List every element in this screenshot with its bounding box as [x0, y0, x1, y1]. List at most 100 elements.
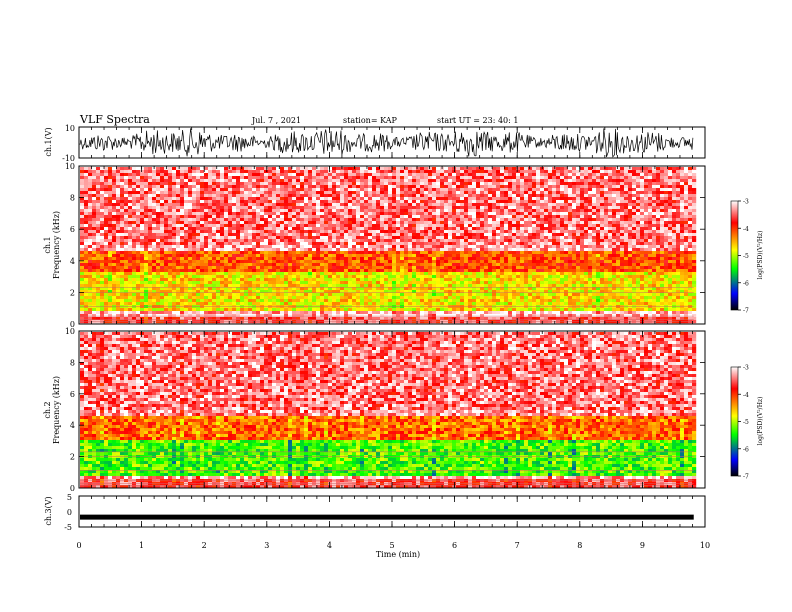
spectrogram-cell	[132, 194, 137, 198]
spectrogram-cell	[348, 212, 353, 216]
spectrogram-cell	[392, 212, 397, 216]
spectrogram-cell	[300, 194, 305, 198]
spectrogram-cell	[216, 254, 221, 258]
spectrogram-cell	[168, 272, 173, 276]
spectrogram-cell	[272, 296, 277, 300]
spectrogram-cell	[192, 170, 197, 174]
spectrogram-cell	[452, 233, 457, 237]
spectrogram-cell	[336, 194, 341, 198]
spectrogram-cell	[292, 221, 297, 225]
spectrogram-cell	[96, 284, 101, 288]
spectrogram-cell	[404, 308, 409, 312]
spectrogram-cell	[428, 200, 433, 204]
spectrogram-cell	[180, 278, 185, 282]
spectrogram-cell	[336, 224, 341, 228]
spectrogram-cell	[120, 311, 125, 315]
spectrogram-cell	[220, 317, 225, 321]
spectrogram-cell	[428, 239, 433, 243]
spectrogram-cell	[284, 311, 289, 315]
spectrogram-cell	[396, 188, 401, 192]
spectrogram-cell	[220, 206, 225, 210]
spectrogram-cell	[292, 281, 297, 285]
spectrogram-cell	[432, 182, 437, 186]
spectrogram-cell	[240, 263, 245, 267]
spectrogram-cell	[116, 206, 121, 210]
spectrogram-cell	[416, 290, 421, 294]
spectrogram-cell	[192, 299, 197, 303]
spectrogram-cell	[336, 218, 341, 222]
spectrogram-cell	[168, 308, 173, 312]
spectrogram-cell	[316, 248, 321, 252]
spectrogram-cell	[340, 191, 345, 195]
spectrogram-cell	[240, 308, 245, 312]
spectrogram-cell	[160, 284, 165, 288]
spectrogram-cell	[92, 203, 97, 207]
spectrogram-cell	[144, 275, 149, 279]
spectrogram-cell	[404, 260, 409, 264]
spectrogram-cell	[124, 176, 129, 180]
spectrogram-cell	[180, 218, 185, 222]
spectrogram-cell	[116, 248, 121, 252]
spectrogram-cell	[388, 317, 393, 321]
spectrogram-cell	[316, 176, 321, 180]
spectrogram-cell	[152, 185, 157, 189]
spectrogram-cell	[196, 179, 201, 183]
spectrogram-cell	[320, 317, 325, 321]
spectrogram-cell	[332, 293, 337, 297]
spectrogram-cell	[452, 317, 457, 321]
spectrogram-cell	[424, 266, 429, 270]
spectrogram-cell	[120, 236, 125, 240]
spectrogram-cell	[432, 212, 437, 216]
spectrogram-cell	[456, 263, 461, 267]
spectrogram-cell	[156, 203, 161, 207]
spectrogram-cell	[316, 254, 321, 258]
spectrogram-cell	[344, 227, 349, 231]
spectrogram-cell	[80, 170, 85, 174]
spectrogram-cell	[92, 260, 97, 264]
spectrogram-cell	[388, 218, 393, 222]
spectrogram-cell	[272, 254, 277, 258]
spectrogram-cell	[372, 176, 377, 180]
spectrogram-cell	[372, 173, 377, 177]
spectrogram-cell	[260, 170, 265, 174]
spectrogram-cell	[132, 215, 137, 219]
spectrogram-cell	[112, 308, 117, 312]
spectrogram-cell	[116, 251, 121, 255]
spectrogram-cell	[180, 206, 185, 210]
spectrogram-cell	[444, 272, 449, 276]
spectrogram-cell	[128, 260, 133, 264]
spectrogram-cell	[304, 215, 309, 219]
spectrogram-cell	[232, 257, 237, 261]
spectrogram-cell	[280, 272, 285, 276]
spectrogram-cell	[160, 299, 165, 303]
spectrogram-cell	[80, 194, 85, 198]
spectrogram-cell	[304, 212, 309, 216]
spectrogram-cell	[460, 191, 465, 195]
spectrogram-cell	[184, 167, 189, 171]
spectrogram-cell	[144, 209, 149, 213]
spectrogram-cell	[92, 269, 97, 273]
spectrogram-cell	[360, 254, 365, 258]
spectrogram-cell	[320, 206, 325, 210]
spectrogram-cell	[84, 233, 89, 237]
spectrogram-cell	[344, 278, 349, 282]
spectrogram-cell	[104, 251, 109, 255]
spectrogram-cell	[424, 218, 429, 222]
spectrogram-cell	[420, 233, 425, 237]
spectrogram-cell	[276, 221, 281, 225]
spectrogram-cell	[244, 194, 249, 198]
spectrogram-cell	[132, 284, 137, 288]
spectrogram-cell	[364, 230, 369, 234]
spectrogram-cell	[332, 227, 337, 231]
spectrogram-cell	[424, 263, 429, 267]
spectrogram-cell	[316, 239, 321, 243]
spectrogram-cell	[320, 257, 325, 261]
spectrogram-cell	[224, 224, 229, 228]
spectrogram-cell	[340, 182, 345, 186]
spectrogram-cell	[416, 185, 421, 189]
spectrogram-cell	[364, 242, 369, 246]
spectrogram-cell	[92, 314, 97, 318]
spectrogram-cell	[268, 221, 273, 225]
spectrogram-cell	[148, 314, 153, 318]
spectrogram-cell	[108, 275, 113, 279]
